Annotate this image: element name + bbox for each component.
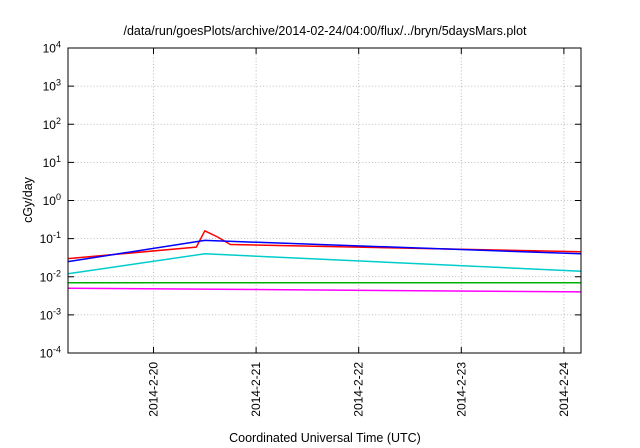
x-tick-label: 2014-2-23 [454,362,468,417]
y-tick-label: 10-3 [40,306,61,322]
axis-ticks [68,47,581,354]
chart-title: /data/run/goesPlots/archive/2014-02-24/0… [123,24,527,38]
x-tick-label: 2014-2-22 [352,362,366,417]
x-tick-labels: 2014-2-20 2014-2-21 2014-2-22 2014-2-23 2014… [147,362,571,417]
y-tick-label: 103 [43,78,61,94]
x-tick-label: 2014-2-21 [249,362,263,417]
y-tick-label: 102 [43,116,61,132]
y-tick-label: 10-4 [40,345,61,361]
y-axis-label: cGy/day [21,176,35,223]
series-line [67,239,582,263]
grid [68,48,581,353]
x-tick-label: 2014-2-24 [557,362,571,417]
y-tick-label: 101 [43,154,61,170]
series-line [67,253,582,275]
series-line [67,287,582,293]
y-tick-labels: 10-4 10-3 10-2 10-1 100 101 102 103 104 [40,40,61,361]
x-tick-label: 2014-2-20 [147,362,161,417]
y-tick-label: 104 [43,40,61,56]
series-line [67,230,582,260]
y-tick-label: 100 [43,192,61,208]
series-layer [67,230,582,293]
x-axis-label: Coordinated Universal Time (UTC) [229,431,421,445]
y-tick-label: 10-1 [40,230,61,246]
y-tick-label: 10-2 [40,268,61,284]
